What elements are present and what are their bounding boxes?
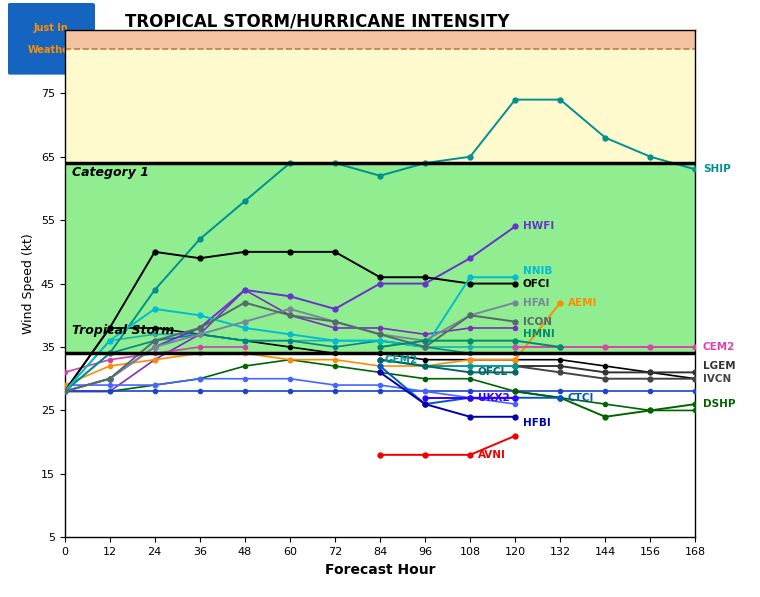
Text: UKX2: UKX2	[477, 393, 509, 403]
Bar	[65, 163, 695, 353]
Y-axis label: Wind Speed (kt): Wind Speed (kt)	[22, 233, 35, 334]
Text: NNIB: NNIB	[523, 266, 552, 276]
Text: TROPICAL STORM/HURRICANE INTENSITY: TROPICAL STORM/HURRICANE INTENSITY	[125, 13, 510, 30]
Text: Computer Model Spread: Computer Model Spread	[125, 54, 294, 67]
Text: AEMI: AEMI	[568, 297, 597, 307]
Text: HMNI: HMNI	[523, 330, 555, 339]
Text: IVCN: IVCN	[703, 374, 731, 384]
Bar	[65, 30, 695, 49]
X-axis label: Forecast Hour: Forecast Hour	[325, 562, 435, 577]
Text: DSHP: DSHP	[703, 399, 736, 409]
Text: CTCI: CTCI	[568, 393, 594, 403]
Text: Just In: Just In	[34, 23, 68, 33]
Text: HWFI: HWFI	[523, 221, 554, 232]
Text: LGEM: LGEM	[703, 361, 736, 371]
Text: GFM2: GFM2	[385, 355, 417, 365]
Bar	[65, 49, 695, 163]
Text: CEM2: CEM2	[703, 342, 735, 352]
Text: Weather: Weather	[28, 45, 74, 54]
Text: Category 1: Category 1	[72, 166, 149, 179]
Text: Tropical Storm: Tropical Storm	[72, 324, 174, 337]
Text: OFCL: OFCL	[477, 367, 508, 377]
Text: AVNI: AVNI	[477, 450, 505, 460]
Bar	[65, 353, 695, 537]
Text: HFBI: HFBI	[523, 418, 550, 428]
Text: OFCI: OFCI	[523, 279, 550, 288]
Text: ICON: ICON	[523, 316, 552, 327]
Text: HFAI: HFAI	[523, 297, 549, 307]
Text: SHIP: SHIP	[703, 164, 730, 174]
FancyBboxPatch shape	[8, 3, 95, 75]
